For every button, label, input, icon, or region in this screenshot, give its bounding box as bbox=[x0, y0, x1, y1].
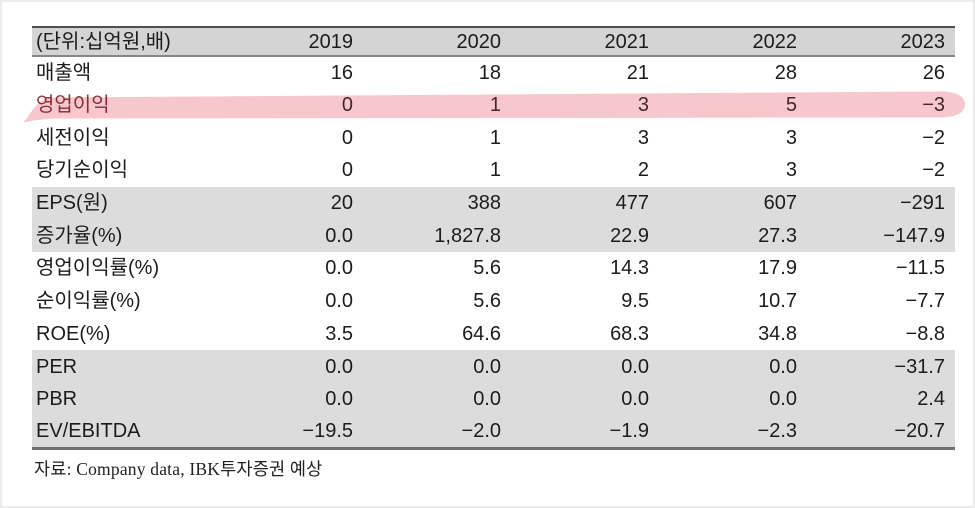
table-row: EPS(원) 20 388 477 607 −291 bbox=[32, 186, 955, 220]
row-value: 34.8 bbox=[758, 322, 797, 345]
financial-table: (단위:십억원,배) 2019 2020 2021 2022 2023 매출액 16 18 21… bbox=[32, 26, 955, 450]
row-value: 5.6 bbox=[473, 257, 501, 280]
row-value: 0.0 bbox=[621, 355, 649, 378]
row-value: 607 bbox=[763, 192, 797, 215]
row-value: 0.0 bbox=[769, 388, 797, 411]
row-value: 21 bbox=[626, 61, 649, 84]
row-value: 0.0 bbox=[473, 355, 501, 378]
row-value: 1 bbox=[489, 159, 501, 182]
row-value: 0.0 bbox=[325, 355, 353, 378]
table-row: PER 0.0 0.0 0.0 0.0 −31.7 bbox=[32, 350, 955, 383]
unit-label: (단위:십억원,배) bbox=[36, 30, 171, 53]
table-row: 순이익률(%) 0.0 5.6 9.5 10.7 −7.7 bbox=[32, 285, 955, 318]
row-label: 세전이익 bbox=[36, 126, 110, 149]
year-column-header: 2020 bbox=[456, 30, 502, 53]
row-value: 26 bbox=[922, 61, 945, 84]
row-label: 당기순이익 bbox=[36, 159, 128, 182]
row-value: −291 bbox=[899, 192, 945, 215]
year-column-header: 2022 bbox=[752, 30, 798, 53]
row-value: −3 bbox=[922, 94, 945, 117]
row-value: 1,827.8 bbox=[434, 224, 501, 247]
row-value: −31.7 bbox=[894, 355, 945, 378]
row-value: 18 bbox=[478, 61, 501, 84]
row-value: −7.7 bbox=[905, 290, 945, 313]
row-value: 1 bbox=[489, 126, 501, 149]
row-label: PBR bbox=[36, 388, 78, 411]
row-value: 0.0 bbox=[621, 388, 649, 411]
row-value: 3 bbox=[637, 126, 649, 149]
row-value: 0.0 bbox=[325, 257, 353, 280]
row-value: 0.0 bbox=[473, 388, 501, 411]
row-value: −2 bbox=[922, 126, 945, 149]
table-row: 영업이익률(%) 0.0 5.6 14.3 17.9 −11.5 bbox=[32, 252, 955, 285]
row-value: −2.0 bbox=[461, 420, 501, 443]
financial-table-container: (단위:십억원,배) 2019 2020 2021 2022 2023 매출액 16 18 21… bbox=[23, 26, 965, 450]
table-row: 증가율(%) 0.0 1,827.8 22.9 27.3 −147.9 bbox=[32, 219, 955, 253]
row-value: −2.3 bbox=[757, 420, 797, 443]
row-value: −1.9 bbox=[609, 420, 649, 443]
row-value: 68.3 bbox=[610, 322, 649, 345]
row-value: 388 bbox=[467, 192, 501, 215]
row-value: 3 bbox=[785, 159, 797, 182]
year-column-header: 2021 bbox=[604, 30, 650, 53]
row-label: ROE(%) bbox=[36, 322, 111, 345]
source-note: 자료: Company data, IBK투자증권 예상 bbox=[34, 459, 323, 479]
table-row: EV/EBITDA −19.5 −2.0 −1.9 −2.3 −20.7 bbox=[32, 415, 955, 449]
row-label: 영업이익률(%) bbox=[36, 257, 160, 280]
table-header-row: (단위:십억원,배) 2019 2020 2021 2022 2023 bbox=[32, 27, 955, 56]
row-label: EV/EBITDA bbox=[36, 420, 141, 443]
row-value: 0 bbox=[341, 159, 353, 182]
row-value: 9.5 bbox=[621, 290, 649, 313]
row-value: 3 bbox=[785, 126, 797, 149]
table-row: 영업이익 0 1 3 5 −3 bbox=[32, 89, 955, 122]
row-value: 3.5 bbox=[325, 322, 353, 345]
row-value: 28 bbox=[774, 61, 797, 84]
row-value: −2 bbox=[922, 159, 945, 182]
row-value: 20 bbox=[330, 192, 353, 215]
table-row: PBR 0.0 0.0 0.0 0.0 2.4 bbox=[32, 382, 955, 416]
row-value: 0.0 bbox=[325, 224, 353, 247]
row-label: 증가율(%) bbox=[36, 224, 123, 247]
row-value: 3 bbox=[637, 94, 649, 117]
row-value: 0 bbox=[341, 94, 353, 117]
row-value: 5 bbox=[785, 94, 797, 117]
row-value: −8.8 bbox=[905, 322, 945, 345]
row-value: −20.7 bbox=[894, 420, 945, 443]
row-value: 14.3 bbox=[610, 257, 649, 280]
table-row: 매출액 16 18 21 28 26 bbox=[32, 56, 955, 89]
row-label: EPS(원) bbox=[36, 192, 108, 215]
row-value: 1 bbox=[489, 94, 501, 117]
table-row: 당기순이익 0 1 2 3 −2 bbox=[32, 154, 955, 187]
row-value: 0.0 bbox=[769, 355, 797, 378]
row-value: 5.6 bbox=[473, 290, 501, 313]
row-value: 2 bbox=[637, 159, 649, 182]
row-value: 0.0 bbox=[325, 388, 353, 411]
row-label: 순이익률(%) bbox=[36, 290, 141, 313]
row-value: 22.9 bbox=[610, 224, 649, 247]
row-value: 2.4 bbox=[917, 388, 945, 411]
row-label: 영업이익 bbox=[36, 94, 110, 117]
row-value: −147.9 bbox=[883, 224, 945, 247]
year-column-header: 2023 bbox=[900, 30, 946, 53]
row-value: −11.5 bbox=[895, 257, 945, 280]
row-value: 17.9 bbox=[758, 257, 797, 280]
row-label: PER bbox=[36, 355, 78, 378]
row-value: 16 bbox=[330, 61, 353, 84]
row-value: 10.7 bbox=[758, 290, 797, 313]
row-value: 0 bbox=[341, 126, 353, 149]
row-value: 64.6 bbox=[462, 322, 501, 345]
row-value: 0.0 bbox=[325, 290, 353, 313]
row-label: 매출액 bbox=[36, 61, 92, 84]
row-value: −19.5 bbox=[302, 420, 353, 443]
row-value: 477 bbox=[615, 192, 649, 215]
table-row: 세전이익 0 1 3 3 −2 bbox=[32, 121, 955, 154]
table-row: ROE(%) 3.5 64.6 68.3 34.8 −8.8 bbox=[32, 318, 955, 351]
row-value: 27.3 bbox=[758, 224, 797, 247]
year-column-header: 2019 bbox=[308, 30, 354, 53]
